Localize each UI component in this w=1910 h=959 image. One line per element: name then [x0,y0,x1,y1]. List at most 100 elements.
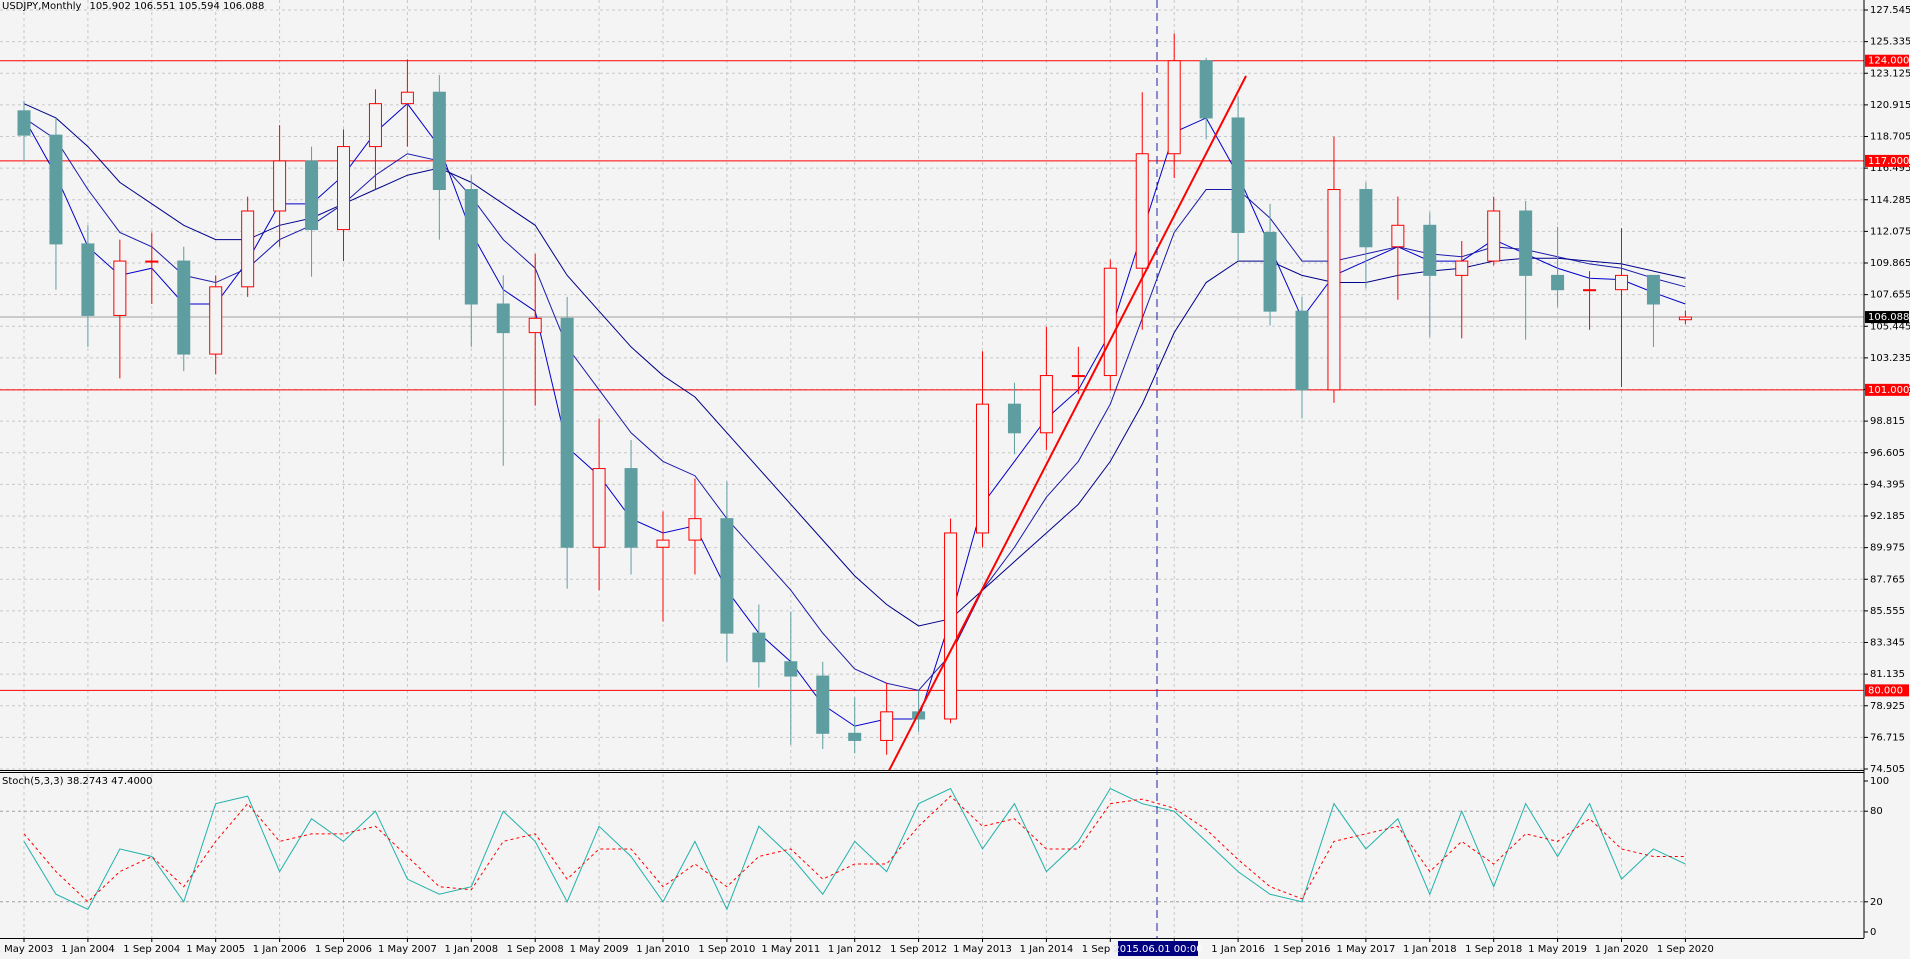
level-label: 124.000 [1868,56,1909,67]
candle-body [592,468,606,548]
candle-body [976,403,989,534]
candle-body [145,260,159,263]
x-tick-label: 1 Sep 2004 [123,944,180,955]
x-tick-label: 1 May 2011 [761,944,820,955]
candle-body [624,468,638,548]
candle-body [368,103,382,148]
candle-body [1263,231,1277,312]
candle-body [1007,403,1021,434]
price-panel [17,33,1692,755]
x-tick-label: 1 May 2005 [186,944,245,955]
candle-body [720,518,734,634]
x-tick-label: 1 May 2009 [570,944,629,955]
x-tick-label: 1 Jan 2014 [1020,944,1074,955]
candle-body [209,286,223,355]
candle-body [560,317,574,548]
y-tick-label: 85.555 [1870,606,1905,617]
candle-body [1327,189,1341,391]
y-tick-label: 98.815 [1870,416,1905,427]
x-tick-label: 1 Sep 2016 [1273,944,1330,955]
stoch-panel [0,787,1864,911]
candle-body [113,260,127,316]
candle-body [880,711,894,741]
stoch-line [23,795,1686,903]
candle-body [400,91,414,105]
candle-body [1583,289,1597,292]
y-tick-label: 107.655 [1870,290,1910,301]
level-label-box [1865,684,1909,697]
last-price-box [1865,311,1909,324]
stoch-title: Stoch(5,3,3) 38.2743 47.4000 [2,776,153,787]
candle-body [784,661,798,677]
y-tick-label: 103.235 [1870,353,1910,364]
y-tick-label: 78.925 [1870,701,1905,712]
y-tick-label: 125.335 [1870,37,1910,48]
crosshair-label-box [1118,941,1198,956]
candle-body [305,160,319,231]
y-tick-label: 112.075 [1870,226,1910,237]
x-tick-label: 1 Sep 2008 [507,944,564,955]
x-tick-label: 1 Sep 2018 [1465,944,1522,955]
y-tick-label: 123.125 [1870,68,1910,79]
candle-body [1487,210,1501,262]
candle-body [432,91,446,191]
y-tick-label: 83.345 [1870,638,1905,649]
x-tick-label: 1 Jan 2006 [253,944,307,955]
candle-body [81,243,95,316]
candle-body [177,260,191,355]
candle-body [752,632,766,663]
chart-title: USDJPY,Monthly 105.902 106.551 105.594 10… [2,1,264,12]
candle-body [1423,224,1437,276]
candle-body [1135,153,1149,269]
candle-body [17,110,31,136]
y-tick-label: 105.445 [1870,321,1910,332]
candle-body [1519,210,1533,276]
x-tick-label: 1 Sep 2010 [698,944,755,955]
candle-body [1455,260,1469,276]
candle-body [1071,375,1085,378]
y-tick-label: 120.915 [1870,100,1910,111]
candle-body [944,532,958,720]
candle-body [49,134,63,245]
candle-body [848,732,862,741]
x-tick-label: 1 Sep 2006 [315,944,372,955]
x-tick-label: 1 May 2003 [0,944,53,955]
candle-body [1039,375,1053,434]
level-label-box [1865,154,1909,167]
moving-average [23,103,1686,627]
y-tick-label: 89.975 [1870,543,1905,554]
y-tick-label: 76.715 [1870,732,1905,743]
level-label: 101.000 [1868,385,1909,396]
candle-body [337,146,350,231]
y-tick-label: 127.545 [1870,5,1910,16]
candle-body [688,518,702,541]
x-tick-label: 1 Sep 2014 [1082,944,1139,955]
y-tick-label: 96.605 [1870,448,1905,459]
moving-average [23,117,1686,691]
candle-body [1551,274,1565,291]
level-label-box [1865,54,1909,67]
x-tick-label: 1 Sep 2020 [1657,944,1714,955]
x-tick-label: 1 May 2007 [378,944,437,955]
candle-body [1615,274,1628,291]
x-tick-label: 1 Jan 2012 [828,944,882,955]
candle-body [1646,274,1660,305]
candle-body [1678,316,1692,321]
candle-body [1231,117,1245,233]
candle-body [273,160,287,212]
y-tick-label: 100 [1870,776,1889,787]
candle-body [1103,267,1117,377]
crosshair-label: 2015.06.01 00:00 [1113,944,1202,955]
y-tick-label: 87.765 [1870,574,1905,585]
candle-body [528,317,542,334]
y-tick-label: 109.865 [1870,258,1910,269]
y-tick-label: 94.395 [1870,479,1905,490]
candle-body [816,675,830,734]
x-tick-label: 1 Sep 2012 [890,944,947,955]
level-label: 80.000 [1868,685,1903,696]
x-tick-label: 1 Jan 2004 [61,944,115,955]
ohlc: 105.902 106.551 105.594 106.088 [89,1,264,12]
x-tick-label: 1 Jan 2008 [445,944,499,955]
